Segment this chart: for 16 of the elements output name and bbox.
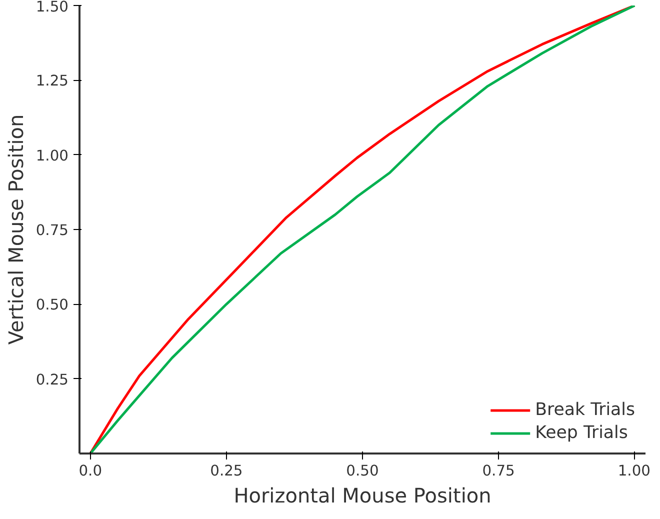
legend-label: Break Trials	[535, 400, 635, 420]
x-tick-label: 0.25	[210, 462, 243, 480]
y-tick-label: 0.50	[36, 296, 69, 314]
x-tick-label: 0.50	[346, 462, 379, 480]
y-axis-title: Vertical Mouse Position	[4, 114, 28, 345]
y-tick-label: 0.25	[36, 371, 69, 388]
line-series	[89, 6, 636, 454]
x-axis-title: Horizontal Mouse Position	[234, 484, 492, 508]
legend-label: Keep Trials	[535, 423, 628, 443]
y-tick-label: 1.25	[36, 72, 69, 90]
y-tick-label: 1.50	[36, 0, 69, 16]
y-tick-label: 1.00	[36, 147, 69, 164]
x-tick-label: 1.00	[618, 462, 651, 480]
y-tick-label: 0.75	[36, 222, 69, 239]
x-tick-label: 0.0	[78, 462, 102, 480]
x-tick-label: 0.75	[482, 462, 515, 480]
